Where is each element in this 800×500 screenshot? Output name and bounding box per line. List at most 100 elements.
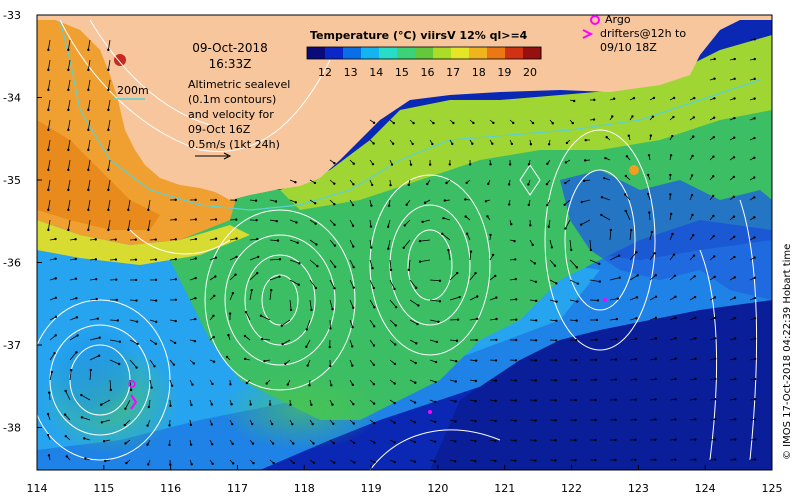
velocity-arrow-head — [468, 163, 472, 166]
velocity-arrow — [87, 199, 91, 210]
velocity-arrow-head — [690, 174, 694, 177]
velocity-arrow — [589, 239, 592, 250]
velocity-arrow-head — [280, 324, 284, 327]
velocity-arrow-head — [672, 253, 676, 256]
velocity-arrow-head — [495, 338, 498, 342]
velocity-arrow — [87, 139, 91, 150]
velocity-arrow — [69, 335, 78, 341]
velocity-arrow-head — [94, 258, 98, 261]
lon-tick-label: 117 — [227, 482, 248, 495]
velocity-arrow — [109, 379, 112, 390]
velocity-arrow-head — [127, 208, 130, 212]
lon-tick-label: 120 — [427, 482, 448, 495]
velocity-arrow-head — [534, 399, 537, 402]
velocity-arrow-head — [454, 400, 457, 403]
velocity-arrow-head — [172, 363, 176, 366]
colorbar-swatch — [523, 47, 542, 59]
velocity-arrow-head — [211, 462, 214, 466]
velocity-arrow-head — [674, 398, 677, 401]
velocity-arrow-head — [231, 462, 235, 465]
velocity-arrow — [289, 279, 300, 286]
velocity-arrow-head — [472, 121, 475, 125]
velocity-arrow — [569, 279, 579, 285]
velocity-arrow-head — [690, 193, 694, 197]
velocity-arrow-head — [654, 274, 657, 277]
velocity-arrow-head — [289, 308, 293, 312]
velocity-arrow-head — [409, 163, 413, 166]
velocity-arrow-head — [443, 199, 447, 202]
colorbar-tick-label: 16 — [421, 66, 435, 79]
velocity-arrow-head — [423, 201, 427, 204]
svg-text:09-Oct 16Z: 09-Oct 16Z — [188, 123, 251, 136]
velocity-arrow-head — [753, 196, 756, 199]
velocity-arrow-head — [75, 351, 78, 354]
velocity-arrow-head — [753, 236, 756, 239]
velocity-arrow-head — [732, 235, 736, 239]
velocity-arrow — [149, 379, 153, 388]
velocity-arrow-head — [174, 298, 178, 302]
credit-text: © IMOS 17-Oct-2018 04:22:39 Hobart time — [782, 244, 793, 460]
velocity-arrow-head — [603, 176, 606, 180]
velocity-arrow-head — [623, 193, 627, 196]
velocity-arrow-head — [753, 136, 756, 140]
velocity-arrow-head — [331, 403, 334, 406]
velocity-arrow-head — [104, 459, 107, 463]
velocity-arrow-head — [294, 201, 297, 204]
velocity-arrow — [262, 338, 271, 341]
velocity-arrow-head — [147, 463, 150, 466]
velocity-arrow — [124, 419, 131, 426]
velocity-arrow-head — [270, 288, 273, 292]
velocity-arrow-head — [445, 181, 448, 185]
velocity-arrow-head — [692, 233, 695, 237]
velocity-arrow-head — [194, 257, 197, 260]
velocity-arrow — [89, 370, 92, 381]
velocity-arrow-head — [352, 402, 355, 406]
colorbar-tick-label: 12 — [318, 66, 332, 79]
velocity-arrow-head — [94, 277, 98, 281]
velocity-arrow-head — [674, 438, 677, 441]
velocity-arrow-head — [589, 248, 593, 252]
velocity-arrow-head — [454, 380, 457, 383]
velocity-arrow-head — [411, 142, 414, 146]
velocity-arrow — [305, 339, 311, 348]
velocity-arrow-head — [484, 200, 488, 203]
velocity-arrow-head — [674, 418, 677, 421]
velocity-arrow-head — [189, 443, 193, 446]
lat-tick-label: -34 — [3, 92, 21, 105]
velocity-arrow-head — [535, 319, 538, 322]
velocity-arrow-head — [465, 232, 469, 235]
velocity-arrow-head — [80, 416, 84, 419]
velocity-arrow-head — [298, 262, 301, 265]
velocity-arrow-head — [212, 360, 216, 363]
velocity-arrow-head — [625, 155, 629, 158]
velocity-arrow-head — [547, 143, 551, 146]
velocity-arrow-head — [494, 399, 497, 403]
velocity-arrow-head — [230, 422, 234, 426]
velocity-arrow — [349, 239, 354, 247]
velocity-arrow-head — [475, 317, 479, 321]
velocity-arrow-head — [154, 320, 158, 324]
velocity-arrow-head — [714, 357, 717, 360]
velocity-arrow-head — [394, 343, 397, 346]
velocity-arrow-head — [529, 224, 532, 227]
coastal-red-spot — [114, 54, 126, 66]
velocity-arrow — [229, 256, 237, 261]
velocity-arrow-head — [276, 239, 280, 242]
velocity-arrow-head — [534, 339, 538, 342]
velocity-arrow-head — [47, 228, 50, 232]
velocity-arrow-head — [713, 275, 716, 279]
velocity-arrow-head — [489, 233, 492, 237]
velocity-arrow-head — [87, 148, 90, 152]
ocean-eddy-core — [50, 325, 140, 425]
velocity-arrow-head — [634, 357, 638, 361]
velocity-arrow — [147, 199, 151, 210]
velocity-arrow-head — [507, 203, 511, 206]
velocity-arrow-head — [87, 48, 90, 52]
velocity-arrow — [129, 339, 138, 345]
velocity-arrow-head — [313, 202, 317, 205]
velocity-arrow — [269, 258, 281, 261]
velocity-arrow-head — [372, 402, 376, 405]
velocity-arrow-head — [292, 442, 295, 445]
velocity-arrow-head — [753, 317, 757, 320]
velocity-arrow-head — [174, 198, 177, 202]
